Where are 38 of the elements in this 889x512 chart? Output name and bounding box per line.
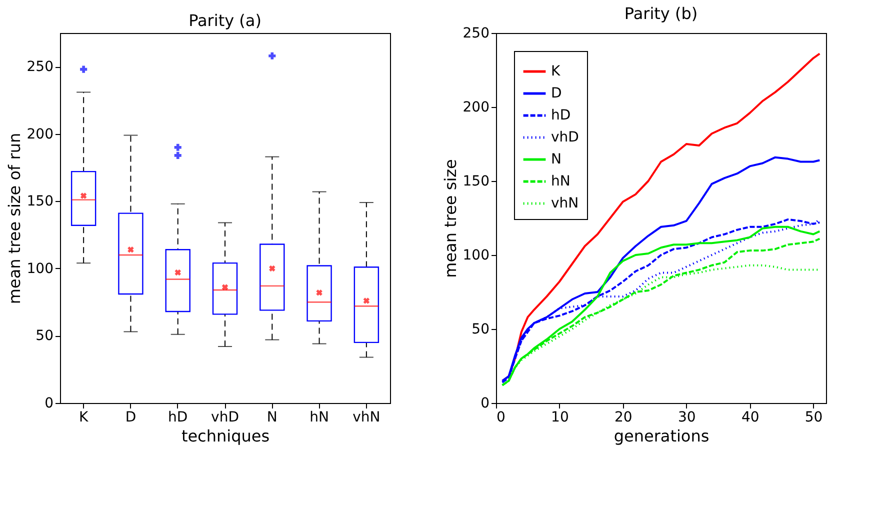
x-tick-label: 50 xyxy=(804,410,823,426)
legend-label: D xyxy=(551,86,562,102)
x-tick-label: hN xyxy=(310,410,329,426)
x-tick-label: D xyxy=(125,410,136,426)
legend-label: vhN xyxy=(551,196,579,212)
y-tick-label: 200 xyxy=(462,100,490,116)
legend-label: vhD xyxy=(551,130,579,146)
y-tick-label: 150 xyxy=(26,194,54,210)
x-tick-label: 30 xyxy=(678,410,696,426)
legend-label: K xyxy=(551,64,561,80)
x-tick-label: 40 xyxy=(741,410,760,426)
y-tick-label: 100 xyxy=(26,260,54,277)
x-tick-label: 20 xyxy=(614,410,632,426)
y-tick-label: 250 xyxy=(26,59,54,76)
legend-label: N xyxy=(551,152,562,168)
y-tick-label: 0 xyxy=(480,396,490,412)
chart-title: Parity (b) xyxy=(624,4,698,23)
y-tick-label: 100 xyxy=(462,248,490,264)
y-tick-label: 50 xyxy=(36,328,54,344)
legend-label: hN xyxy=(551,174,570,190)
x-tick-label: hD xyxy=(168,410,188,426)
y-tick-label: 200 xyxy=(26,126,54,142)
y-tick-label: 250 xyxy=(462,26,490,42)
x-axis-title: generations xyxy=(614,426,710,446)
legend-label: hD xyxy=(551,108,571,124)
x-tick-label: 10 xyxy=(551,410,569,426)
y-axis-title: mean tree size of run xyxy=(4,132,24,304)
x-tick-label: vhD xyxy=(211,410,239,426)
y-tick-label: 50 xyxy=(472,322,490,338)
x-tick-label: K xyxy=(78,410,89,426)
y-tick-label: 0 xyxy=(44,396,54,412)
x-tick-label: 0 xyxy=(496,410,506,426)
y-axis-title: mean tree size xyxy=(440,159,460,278)
x-tick-label: vhN xyxy=(352,410,380,426)
chart-title: Parity (a) xyxy=(188,11,262,30)
y-tick-label: 150 xyxy=(462,174,490,190)
x-tick-label: N xyxy=(266,410,278,426)
x-axis-title: techniques xyxy=(181,426,270,446)
